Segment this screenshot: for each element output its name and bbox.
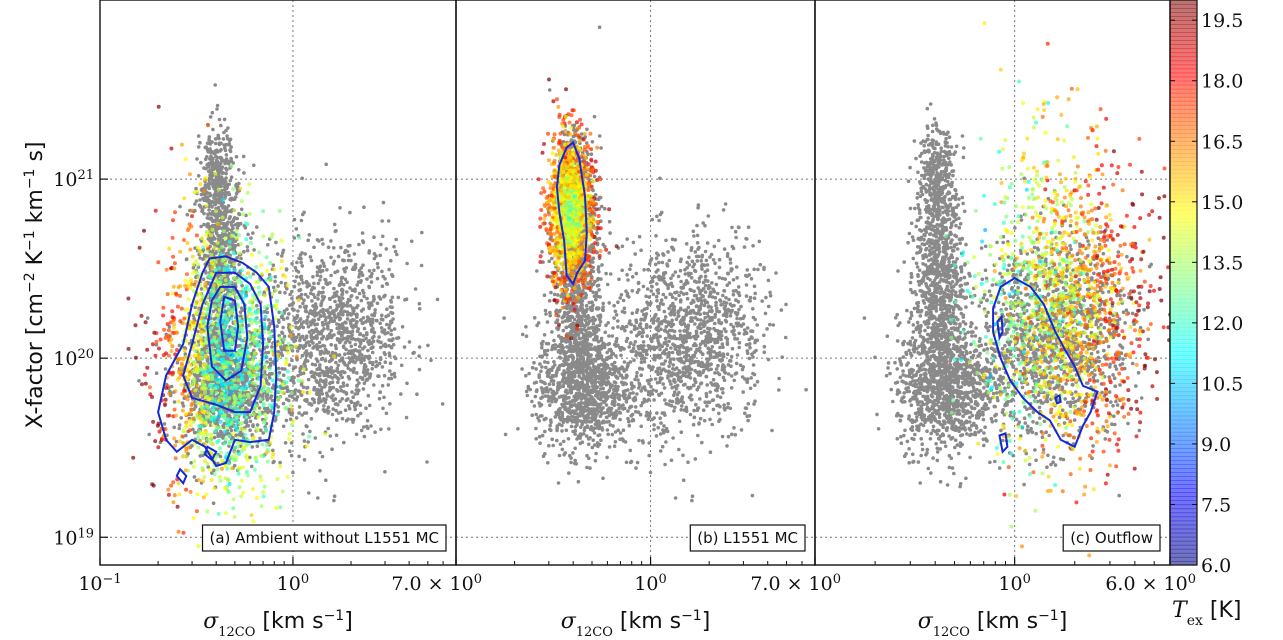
colorbar: 6.0 7.5 9.0 10.5 12.0 13.5 15.0 16.5 18.0 19.5 [1169, 0, 1243, 577]
panel-c: 100 6.0 × 100 σ12CO [km s−1] (c) Outflow [814, 0, 1196, 640]
contour-2 [206, 285, 249, 382]
colorbar-tick-label: 9.0 [1201, 434, 1231, 456]
x-tick-label: 7.0 × 100 [750, 572, 841, 596]
x-axis-label: σ12CO [km s−1] [561, 608, 711, 640]
x-tick-label: 7.0 × 100 [391, 572, 482, 596]
x-tick-label: 10−1 [78, 572, 121, 596]
colorbar-tick-label: 13.5 [1201, 252, 1243, 274]
gray-points [502, 25, 808, 503]
colored-points [943, 21, 1170, 558]
colorbar-tick-label: 15.0 [1201, 192, 1243, 214]
panel-label: (c) Outflow [1070, 529, 1153, 547]
contour-4 [175, 467, 188, 486]
panel-label-box: (b) L1551 MC [689, 524, 806, 552]
colorbar-tick-label: 18.0 [1201, 71, 1243, 93]
colorbar-tick-label: 7.5 [1201, 494, 1231, 516]
plot-frame [455, 0, 816, 566]
x-tick-label: 100 [998, 572, 1030, 596]
panel-a: 10−1 100 7.0 × 100 σ12CO [km s−1] (a) Ambien… [78, 0, 482, 640]
contour-0 [555, 140, 588, 286]
x-axis-label: σ12CO [km s−1] [203, 608, 353, 640]
panel-label: (a) Ambient without L1551 MC [210, 529, 439, 547]
contour-0 [157, 255, 278, 468]
y-tick-label: 1020 [53, 347, 94, 371]
panel-label-frame [689, 524, 806, 552]
panel-label-frame [1062, 524, 1161, 552]
gray-points [862, 102, 1153, 498]
contour-3 [219, 295, 240, 352]
panel-label-frame [201, 524, 447, 552]
contour-3 [1054, 393, 1062, 405]
panel-label-box: (a) Ambient without L1551 MC [201, 524, 447, 552]
contour-0 [992, 276, 1099, 449]
panel-label-box: (c) Outflow [1062, 524, 1161, 552]
y-axis-label: X-factor [cm−2 K−1 km−1 s] [22, 141, 48, 428]
contour-1 [996, 314, 1004, 342]
x-tick-label: 100 [634, 572, 666, 596]
contour-1 [182, 271, 265, 414]
panel-label: (b) L1551 MC [697, 529, 798, 547]
colorbar-tick-label: 19.5 [1201, 10, 1243, 32]
colorbar-tick-label: 10.5 [1201, 373, 1243, 395]
y-tick-label: 1019 [53, 526, 94, 550]
panel-b: 100 7.0 × 100 σ12CO [km s−1] (b) L1551 MC [455, 0, 841, 640]
colorbar-frame [1169, 0, 1198, 566]
x-tick-label: 6.0 × 100 [1105, 572, 1196, 596]
contour-2 [998, 432, 1009, 454]
x-axis-label: σ12CO [km s−1] [918, 608, 1068, 640]
colorbar-tick-label: 16.5 [1201, 131, 1243, 153]
x-tick-label: 100 [277, 572, 309, 596]
contour-5 [203, 445, 218, 462]
colorbar-tick-label: 6.0 [1201, 555, 1231, 577]
colorbar-label: Tex [K] [1172, 598, 1241, 629]
y-tick-label: 1021 [53, 168, 94, 192]
colorbar-tick-label: 12.0 [1201, 313, 1243, 335]
